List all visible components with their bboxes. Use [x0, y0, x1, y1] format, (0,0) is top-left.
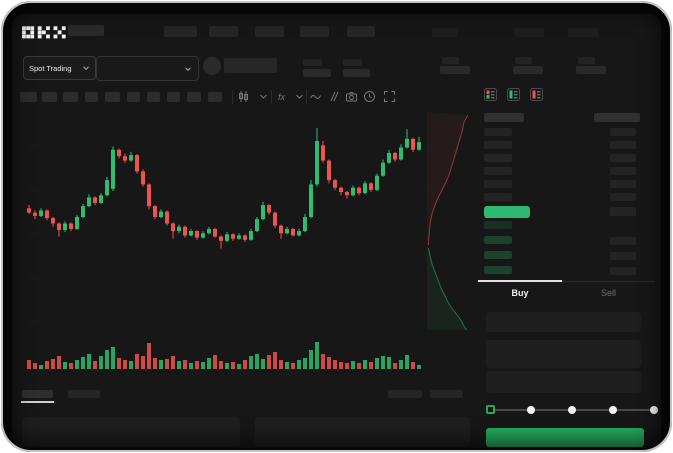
chevron-down-icon[interactable] — [257, 90, 270, 103]
snapshot-icon[interactable] — [345, 90, 358, 103]
bid-price-placeholder[interactable] — [484, 251, 512, 259]
fullscreen-icon[interactable] — [383, 90, 396, 103]
bid-amount-placeholder — [610, 237, 636, 245]
timeframe-button-placeholder[interactable] — [127, 92, 140, 102]
pair-selector-dropdown[interactable] — [96, 56, 199, 81]
ask-amount-placeholder — [610, 128, 636, 136]
stat-label-placeholder — [442, 57, 459, 64]
nav-item-placeholder[interactable] — [209, 26, 238, 37]
stat-label-placeholder — [303, 59, 322, 66]
clock-icon[interactable] — [363, 90, 376, 103]
ask-amount-placeholder — [610, 180, 636, 188]
orderbook-price-header-placeholder — [484, 113, 524, 122]
slider-stop-selected[interactable] — [485, 405, 495, 414]
okx-logo[interactable] — [22, 25, 66, 40]
slider-stop[interactable] — [650, 406, 658, 414]
toolbar-divider — [271, 90, 272, 104]
timeframe-button-placeholder[interactable] — [20, 92, 37, 102]
timeframe-button-placeholder[interactable] — [63, 92, 78, 102]
timeframe-button-placeholder[interactable] — [147, 92, 160, 102]
book-bids-icon[interactable] — [507, 88, 520, 101]
total-input[interactable] — [486, 371, 641, 393]
stat-value-placeholder — [576, 66, 606, 74]
ask-amount-placeholder — [610, 141, 636, 149]
bottom-tab-underline — [21, 401, 54, 403]
toolbar-divider — [306, 90, 307, 104]
bid-price-placeholder[interactable] — [484, 266, 512, 274]
tab-sell[interactable]: Sell — [600, 288, 616, 298]
bottom-tab-active-placeholder[interactable] — [22, 390, 53, 398]
ask-amount-placeholder — [610, 154, 636, 162]
coin-avatar — [203, 57, 221, 75]
nav-item-placeholder[interactable] — [300, 26, 329, 37]
bottom-action-placeholder[interactable] — [430, 390, 463, 398]
ask-price-placeholder[interactable] — [484, 180, 512, 188]
ask-price-placeholder[interactable] — [484, 128, 512, 136]
toolbar-divider — [232, 90, 233, 104]
indicators-icon[interactable]: fx — [276, 90, 289, 103]
bottom-tab-placeholder[interactable] — [68, 390, 100, 398]
orderbook-amount-placeholder — [610, 207, 636, 216]
header-action-placeholder[interactable] — [432, 28, 458, 37]
slider-stop[interactable] — [527, 406, 535, 414]
buy-button[interactable] — [486, 428, 644, 447]
stat-label-placeholder — [578, 57, 595, 64]
header-action-placeholder[interactable] — [515, 28, 544, 37]
amount-input[interactable] — [486, 340, 641, 368]
header-title-placeholder — [68, 25, 104, 36]
slider-stop[interactable] — [568, 406, 576, 414]
compare-icon[interactable] — [327, 90, 340, 103]
stat-value-placeholder — [303, 69, 331, 77]
book-combined-icon[interactable] — [484, 88, 497, 101]
tab-buy[interactable]: Buy — [511, 288, 529, 298]
nav-item-placeholder[interactable] — [255, 26, 284, 37]
timeframe-button-placeholder[interactable] — [105, 92, 120, 102]
candles-icon[interactable] — [237, 90, 250, 103]
chevron-down-icon — [83, 66, 89, 71]
ask-price-placeholder[interactable] — [484, 154, 512, 162]
book-asks-icon[interactable] — [530, 88, 543, 101]
pair-name-placeholder — [224, 58, 277, 73]
chevron-down-icon[interactable] — [293, 90, 306, 103]
slider-stop[interactable] — [609, 406, 617, 414]
orderbook-amount-header-placeholder — [594, 113, 640, 122]
nav-item-placeholder[interactable] — [164, 26, 197, 37]
timeframe-button-placeholder[interactable] — [167, 92, 180, 102]
header-action-placeholder[interactable] — [568, 28, 599, 37]
timeframe-button-placeholder[interactable] — [208, 92, 222, 102]
chevron-down-icon — [185, 66, 191, 71]
bid-amount-placeholder — [610, 267, 636, 275]
stat-label-placeholder — [343, 59, 362, 66]
active-tab-indicator — [478, 280, 562, 282]
bottom-action-placeholder[interactable] — [388, 390, 422, 398]
timeframe-button-placeholder[interactable] — [85, 92, 98, 102]
price-input[interactable] — [486, 312, 641, 332]
stat-value-placeholder — [513, 66, 543, 74]
line-style-icon[interactable] — [309, 90, 322, 103]
last-price-badge[interactable] — [484, 206, 530, 218]
stat-value-placeholder — [343, 69, 370, 77]
market-type-dropdown[interactable]: Spot Trading — [23, 56, 96, 80]
timeframe-button-placeholder[interactable] — [42, 92, 57, 102]
open-orders-panel-placeholder — [22, 417, 240, 447]
stat-label-placeholder — [515, 57, 532, 64]
nav-item-placeholder[interactable] — [347, 26, 375, 37]
ask-price-placeholder[interactable] — [484, 193, 512, 201]
depth-chart[interactable] — [427, 112, 473, 330]
svg-text:fx: fx — [278, 92, 286, 102]
order-history-panel-placeholder — [255, 417, 470, 447]
ask-amount-placeholder — [610, 193, 636, 201]
stat-value-placeholder — [440, 66, 470, 74]
timeframe-button-placeholder[interactable] — [187, 92, 201, 102]
ask-price-placeholder[interactable] — [484, 167, 512, 175]
ask-price-placeholder[interactable] — [484, 141, 512, 149]
ask-amount-placeholder — [610, 167, 636, 175]
bid-price-placeholder[interactable] — [484, 236, 512, 244]
tab-divider — [562, 281, 655, 282]
market-type-label: Spot Trading — [29, 63, 72, 73]
bid-amount-placeholder — [610, 252, 636, 260]
candlestick-chart[interactable] — [25, 110, 425, 375]
bid-price-placeholder[interactable] — [484, 221, 512, 229]
